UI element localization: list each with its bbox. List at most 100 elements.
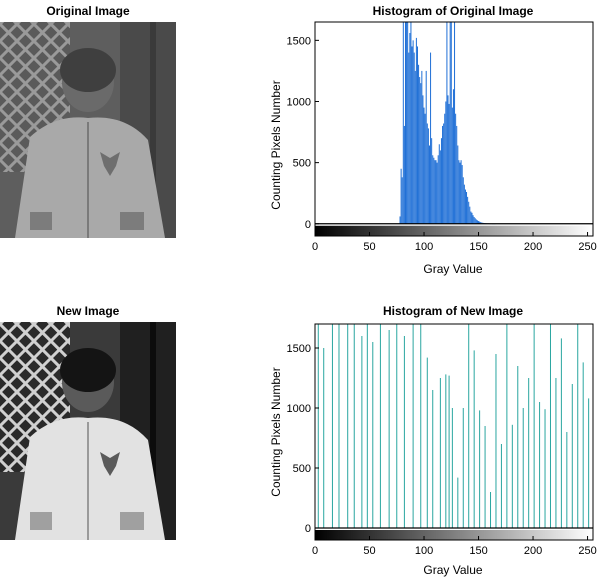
chart-1-bar	[399, 216, 401, 224]
chart-2-bar	[347, 324, 349, 528]
chart-1-bar	[431, 138, 433, 224]
chart-2-ytick-label: 1500	[287, 343, 311, 355]
chart-1-bar	[473, 217, 475, 224]
chart-1-bar	[400, 168, 402, 224]
chart-1-bar	[427, 128, 429, 224]
chart-2-ylabel: Counting Pixels Number	[269, 367, 283, 497]
chart-1-bar	[415, 37, 417, 224]
chart-1-bar	[440, 138, 442, 224]
chart-2-bar	[462, 408, 464, 528]
chart-1-bar	[447, 95, 449, 224]
chart-1-bar	[401, 177, 403, 224]
chart-2-bar	[473, 350, 475, 528]
chart-1-bar	[438, 144, 440, 224]
chart-2-bar	[468, 324, 470, 528]
chart-1-bar	[428, 145, 430, 224]
chart-1-xtick-label: 100	[415, 241, 433, 253]
chart-1-bar	[448, 103, 450, 224]
chart-1-bar	[421, 70, 423, 224]
chart-2-bar	[412, 324, 414, 528]
chart-1-bar	[419, 77, 421, 224]
chart-1-bar	[425, 70, 427, 224]
chart-2-bar	[396, 324, 398, 528]
chart-1-bar	[461, 165, 463, 224]
chart-2-bar	[403, 336, 405, 528]
new-image	[0, 322, 176, 540]
chart-1-ytick-label: 500	[293, 158, 311, 170]
chart-1-ytick-label: 0	[305, 219, 311, 231]
chart-1-bar	[437, 155, 439, 224]
original-histogram-chart: 0 500 1000 1500 0 50 100 150 200 250	[287, 21, 597, 253]
chart-1-bar	[458, 160, 460, 224]
chart-1-title: Histogram of Original Image	[372, 4, 534, 18]
chart-1-bar	[470, 211, 472, 224]
chart-1-bar	[435, 160, 437, 224]
chart-1-bar	[423, 107, 425, 224]
chart-1-bar	[464, 189, 466, 224]
chart-2-bar	[555, 378, 557, 528]
chart-1-bar	[469, 206, 471, 224]
chart-1-bar	[474, 218, 476, 224]
chart-2-bar	[549, 324, 551, 528]
chart-1-bar	[402, 22, 404, 224]
chart-1-bar	[457, 145, 459, 224]
chart-1-bar	[443, 123, 445, 224]
new-image-title: New Image	[56, 304, 120, 318]
chart-2-bar	[388, 330, 390, 528]
chart-2-ytick-label: 1000	[287, 403, 311, 415]
chart-1-bar	[481, 222, 483, 224]
chart-1-bar	[430, 52, 432, 224]
chart-1-bar	[463, 184, 465, 224]
chart-2-bar	[582, 362, 584, 528]
chart-2-bar	[539, 402, 541, 528]
chart-1-bar	[468, 201, 470, 224]
chart-1-bar	[422, 95, 424, 224]
chart-1-axes-box	[314, 21, 594, 237]
chart-2-bar	[490, 492, 492, 528]
chart-1-bar	[454, 22, 456, 224]
chart-1-bar	[416, 46, 418, 224]
chart-1-xtick-label: 150	[469, 241, 487, 253]
chart-2-bar	[517, 366, 519, 528]
chart-1-bar	[413, 52, 415, 224]
chart-1-bar	[432, 155, 434, 224]
chart-1-bar	[411, 46, 413, 224]
chart-1-bar	[424, 113, 426, 224]
chart-1-bar	[442, 125, 444, 224]
chart-1-bar	[434, 160, 436, 224]
chart-1-bar	[407, 22, 409, 224]
chart-1-bar	[451, 107, 453, 224]
chart-1-bar	[404, 22, 406, 224]
chart-2-bar	[323, 348, 325, 528]
chart-1-bar	[460, 160, 462, 224]
new-photo-graphic	[0, 322, 176, 540]
chart-2-bar	[495, 354, 497, 528]
chart-2-ytick-label: 0	[305, 523, 311, 535]
chart-2-bar	[457, 477, 459, 528]
chart-2-axes-box	[314, 323, 594, 541]
chart-1-bar	[420, 83, 422, 224]
chart-2-bar	[479, 410, 481, 528]
chart-2-bar	[372, 342, 374, 528]
chart-2-bar	[588, 398, 590, 528]
chart-2-bar	[439, 378, 441, 528]
chart-2-bar	[379, 324, 381, 528]
chart-2-bar	[571, 384, 573, 528]
chart-2-bar	[528, 378, 530, 528]
chart-1-bar	[446, 22, 448, 224]
chart-1-bar	[406, 22, 408, 224]
chart-2-bar	[500, 444, 502, 528]
chart-1-bar	[436, 162, 438, 224]
chart-1-bar	[444, 113, 446, 224]
chart-1-bar	[471, 212, 473, 224]
chart-1-bar	[408, 52, 410, 224]
chart-1-xtick-label: 250	[578, 241, 596, 253]
chart-2-bar	[451, 408, 453, 528]
chart-2-bar	[484, 426, 486, 528]
chart-1-bar	[479, 221, 481, 224]
original-photo-graphic	[0, 22, 176, 238]
chart-2-bar	[353, 324, 355, 528]
chart-1-bar	[445, 101, 447, 224]
chart-1-xtick-label: 50	[363, 241, 375, 253]
chart-1-bar	[455, 113, 457, 224]
